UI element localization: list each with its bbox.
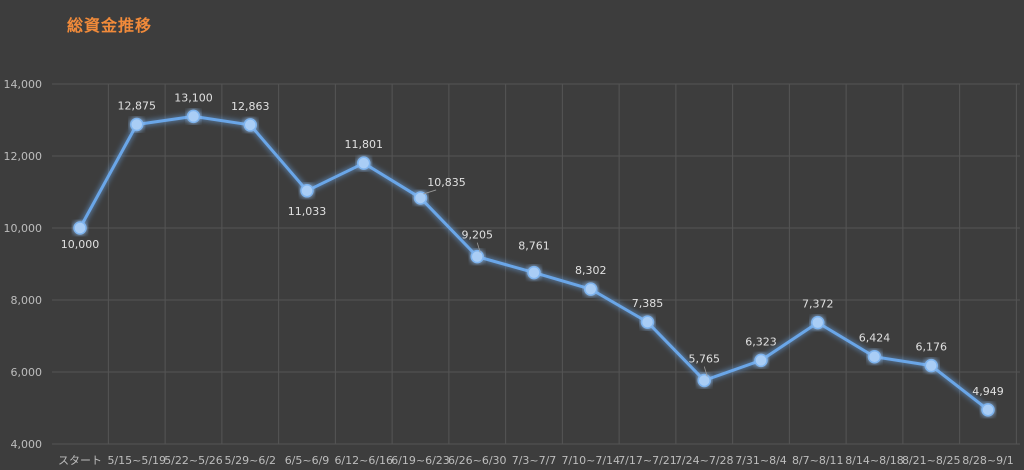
data-point — [130, 117, 144, 132]
data-point — [470, 249, 484, 264]
x-tick-label: 7/31~8/4 — [735, 454, 787, 467]
data-label: 13,100 — [174, 91, 213, 104]
x-tick-label: 5/29~6/2 — [224, 454, 276, 467]
data-point — [243, 118, 257, 132]
grid — [52, 83, 1020, 445]
data-point — [640, 315, 655, 329]
data-point — [300, 184, 314, 198]
x-tick-label: 8/21~8/25 — [902, 454, 961, 467]
x-tick-label: 8/14~8/18 — [845, 454, 904, 467]
data-point — [811, 315, 825, 330]
x-tick-label: スタート — [58, 454, 102, 467]
data-label: 6,424 — [859, 332, 891, 345]
x-tick-label: 7/3~7/7 — [512, 454, 557, 467]
data-label: 5,765 — [689, 352, 721, 365]
data-label: 4,949 — [972, 385, 1004, 398]
x-tick-label: 7/17~7/21 — [618, 454, 677, 467]
data-label: 8,302 — [575, 264, 607, 277]
data-label: 9,205 — [462, 229, 494, 242]
series — [73, 109, 995, 417]
data-label: 10,835 — [427, 176, 466, 189]
x-tick-label: 7/24~7/28 — [675, 454, 734, 467]
data-label: 7,385 — [632, 297, 664, 310]
axes: 4,000 6,000 8,000 10,000 12,000 14,000 スタート 5/1… — [4, 78, 1014, 467]
data-label: 10,000 — [61, 238, 100, 251]
data-label: 11,033 — [288, 205, 327, 218]
data-label: 11,801 — [345, 138, 384, 151]
data-point — [584, 282, 598, 296]
y-tick-label: 14,000 — [4, 78, 43, 91]
y-tick-label: 8,000 — [11, 294, 43, 307]
x-tick-label: 8/28~9/1 — [962, 454, 1014, 467]
data-point — [186, 109, 201, 124]
data-label: 6,176 — [916, 341, 948, 354]
data-point — [981, 403, 995, 417]
label-leader-line — [423, 189, 437, 195]
x-tick-label: 6/12~6/16 — [334, 454, 393, 467]
series-line — [78, 114, 989, 412]
y-tick-label: 6,000 — [11, 366, 43, 379]
chart-title: 総資金推移 — [67, 16, 153, 35]
x-tick-label: 6/26~6/30 — [448, 454, 507, 467]
x-tick-label: 8/7~8/11 — [792, 454, 844, 467]
data-point — [754, 353, 768, 368]
y-tick-label: 4,000 — [11, 438, 43, 451]
data-labels: 10,000 12,875 13,100 12,863 11,033 11,801 10,8… — [61, 91, 1004, 397]
data-point — [357, 156, 371, 170]
data-label: 7,372 — [802, 298, 834, 311]
x-tick-label: 6/19~6/23 — [391, 454, 450, 467]
y-tick-label: 10,000 — [4, 222, 43, 235]
data-label: 6,323 — [745, 335, 777, 348]
x-tick-label: 5/22~5/26 — [164, 454, 223, 467]
label-leader-line — [703, 366, 708, 377]
data-point — [697, 373, 711, 388]
data-point — [413, 191, 428, 205]
data-point — [867, 349, 882, 364]
data-label: 8,761 — [518, 240, 550, 253]
x-tick-label: 5/15~5/19 — [107, 454, 166, 467]
x-tick-label: 6/5~6/9 — [285, 454, 330, 467]
data-point — [73, 221, 87, 235]
x-tick-label: 7/10~7/14 — [561, 454, 620, 467]
data-label: 12,863 — [231, 100, 270, 113]
data-point — [527, 265, 541, 280]
y-tick-label: 12,000 — [4, 150, 43, 163]
data-point — [924, 358, 938, 373]
label-leader-line — [476, 242, 481, 253]
data-label: 12,875 — [118, 100, 157, 113]
